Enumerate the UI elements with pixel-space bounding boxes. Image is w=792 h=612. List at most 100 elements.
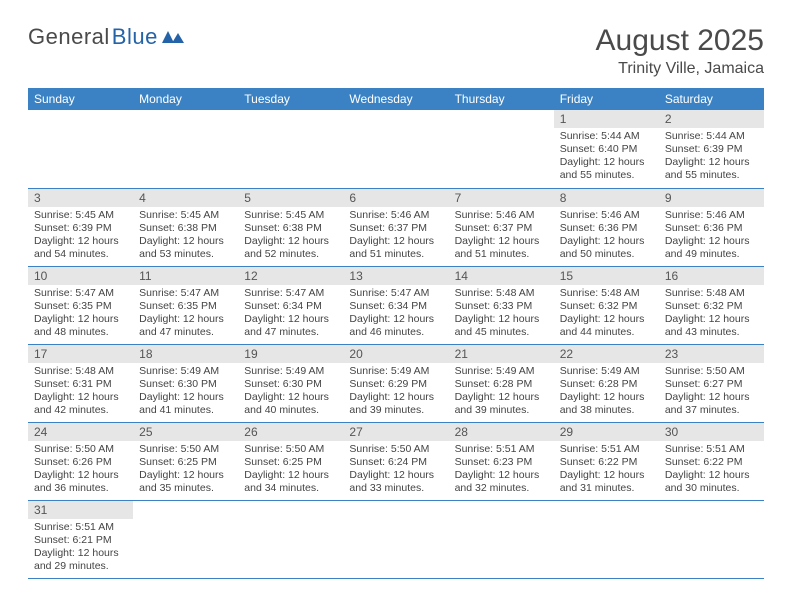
calendar-cell: 10Sunrise: 5:47 AMSunset: 6:35 PMDayligh… xyxy=(28,266,133,344)
sunrise-line: Sunrise: 5:47 AM xyxy=(34,287,127,300)
day-number: 16 xyxy=(659,267,764,285)
daylight-line: Daylight: 12 hours and 55 minutes. xyxy=(560,156,653,182)
daylight-line: Daylight: 12 hours and 45 minutes. xyxy=(455,313,548,339)
day-number: 26 xyxy=(238,423,343,441)
sunset-line: Sunset: 6:24 PM xyxy=(349,456,442,469)
sunset-line: Sunset: 6:33 PM xyxy=(455,300,548,313)
sunrise-line: Sunrise: 5:50 AM xyxy=(34,443,127,456)
calendar-cell xyxy=(343,110,448,188)
sunset-line: Sunset: 6:38 PM xyxy=(139,222,232,235)
day-details: Sunrise: 5:45 AMSunset: 6:38 PMDaylight:… xyxy=(238,207,343,266)
day-details: Sunrise: 5:49 AMSunset: 6:28 PMDaylight:… xyxy=(554,363,659,422)
day-details: Sunrise: 5:51 AMSunset: 6:23 PMDaylight:… xyxy=(449,441,554,500)
calendar-cell: 8Sunrise: 5:46 AMSunset: 6:36 PMDaylight… xyxy=(554,188,659,266)
sunrise-line: Sunrise: 5:48 AM xyxy=(455,287,548,300)
day-details: Sunrise: 5:50 AMSunset: 6:25 PMDaylight:… xyxy=(238,441,343,500)
day-details: Sunrise: 5:45 AMSunset: 6:39 PMDaylight:… xyxy=(28,207,133,266)
sunset-line: Sunset: 6:27 PM xyxy=(665,378,758,391)
sunset-line: Sunset: 6:40 PM xyxy=(560,143,653,156)
day-details: Sunrise: 5:47 AMSunset: 6:34 PMDaylight:… xyxy=(343,285,448,344)
sunrise-line: Sunrise: 5:50 AM xyxy=(244,443,337,456)
day-details: Sunrise: 5:50 AMSunset: 6:25 PMDaylight:… xyxy=(133,441,238,500)
sunset-line: Sunset: 6:32 PM xyxy=(665,300,758,313)
calendar-cell: 24Sunrise: 5:50 AMSunset: 6:26 PMDayligh… xyxy=(28,422,133,500)
sunrise-line: Sunrise: 5:48 AM xyxy=(34,365,127,378)
calendar-cell: 27Sunrise: 5:50 AMSunset: 6:24 PMDayligh… xyxy=(343,422,448,500)
day-number: 8 xyxy=(554,189,659,207)
sunset-line: Sunset: 6:23 PM xyxy=(455,456,548,469)
day-number: 1 xyxy=(554,110,659,128)
day-number: 21 xyxy=(449,345,554,363)
calendar-cell: 23Sunrise: 5:50 AMSunset: 6:27 PMDayligh… xyxy=(659,344,764,422)
day-details: Sunrise: 5:48 AMSunset: 6:33 PMDaylight:… xyxy=(449,285,554,344)
calendar-body: 1Sunrise: 5:44 AMSunset: 6:40 PMDaylight… xyxy=(28,110,764,578)
day-number: 17 xyxy=(28,345,133,363)
sunrise-line: Sunrise: 5:46 AM xyxy=(560,209,653,222)
day-number: 18 xyxy=(133,345,238,363)
calendar-cell xyxy=(133,500,238,578)
day-number: 15 xyxy=(554,267,659,285)
calendar-cell: 11Sunrise: 5:47 AMSunset: 6:35 PMDayligh… xyxy=(133,266,238,344)
header: General Blue August 2025 Trinity Ville, … xyxy=(28,24,764,78)
calendar-row: 31Sunrise: 5:51 AMSunset: 6:21 PMDayligh… xyxy=(28,500,764,578)
day-details: Sunrise: 5:48 AMSunset: 6:31 PMDaylight:… xyxy=(28,363,133,422)
sunrise-line: Sunrise: 5:44 AM xyxy=(665,130,758,143)
daylight-line: Daylight: 12 hours and 39 minutes. xyxy=(455,391,548,417)
col-header: Tuesday xyxy=(238,88,343,110)
flag-icon xyxy=(162,29,186,45)
calendar-cell: 20Sunrise: 5:49 AMSunset: 6:29 PMDayligh… xyxy=(343,344,448,422)
day-details: Sunrise: 5:49 AMSunset: 6:30 PMDaylight:… xyxy=(238,363,343,422)
calendar-cell xyxy=(133,110,238,188)
daylight-line: Daylight: 12 hours and 48 minutes. xyxy=(34,313,127,339)
daylight-line: Daylight: 12 hours and 46 minutes. xyxy=(349,313,442,339)
sunset-line: Sunset: 6:30 PM xyxy=(139,378,232,391)
day-number: 24 xyxy=(28,423,133,441)
sunrise-line: Sunrise: 5:50 AM xyxy=(349,443,442,456)
logo: General Blue xyxy=(28,24,186,50)
sunset-line: Sunset: 6:25 PM xyxy=(139,456,232,469)
day-details: Sunrise: 5:51 AMSunset: 6:22 PMDaylight:… xyxy=(659,441,764,500)
daylight-line: Daylight: 12 hours and 44 minutes. xyxy=(560,313,653,339)
sunset-line: Sunset: 6:34 PM xyxy=(244,300,337,313)
day-number: 3 xyxy=(28,189,133,207)
calendar-cell: 9Sunrise: 5:46 AMSunset: 6:36 PMDaylight… xyxy=(659,188,764,266)
sunrise-line: Sunrise: 5:49 AM xyxy=(244,365,337,378)
sunset-line: Sunset: 6:29 PM xyxy=(349,378,442,391)
day-number: 6 xyxy=(343,189,448,207)
daylight-line: Daylight: 12 hours and 37 minutes. xyxy=(665,391,758,417)
day-details: Sunrise: 5:44 AMSunset: 6:39 PMDaylight:… xyxy=(659,128,764,187)
day-number: 23 xyxy=(659,345,764,363)
sunset-line: Sunset: 6:39 PM xyxy=(665,143,758,156)
col-header: Thursday xyxy=(449,88,554,110)
month-title: August 2025 xyxy=(596,24,764,58)
daylight-line: Daylight: 12 hours and 30 minutes. xyxy=(665,469,758,495)
day-details: Sunrise: 5:49 AMSunset: 6:28 PMDaylight:… xyxy=(449,363,554,422)
daylight-line: Daylight: 12 hours and 43 minutes. xyxy=(665,313,758,339)
calendar-cell xyxy=(449,500,554,578)
calendar-cell: 6Sunrise: 5:46 AMSunset: 6:37 PMDaylight… xyxy=(343,188,448,266)
sunrise-line: Sunrise: 5:49 AM xyxy=(139,365,232,378)
location: Trinity Ville, Jamaica xyxy=(596,60,764,78)
day-details: Sunrise: 5:48 AMSunset: 6:32 PMDaylight:… xyxy=(554,285,659,344)
day-details: Sunrise: 5:50 AMSunset: 6:26 PMDaylight:… xyxy=(28,441,133,500)
daylight-line: Daylight: 12 hours and 55 minutes. xyxy=(665,156,758,182)
day-details: Sunrise: 5:46 AMSunset: 6:36 PMDaylight:… xyxy=(659,207,764,266)
daylight-line: Daylight: 12 hours and 52 minutes. xyxy=(244,235,337,261)
sunset-line: Sunset: 6:21 PM xyxy=(34,534,127,547)
daylight-line: Daylight: 12 hours and 35 minutes. xyxy=(139,469,232,495)
calendar-cell: 29Sunrise: 5:51 AMSunset: 6:22 PMDayligh… xyxy=(554,422,659,500)
sunset-line: Sunset: 6:35 PM xyxy=(34,300,127,313)
day-details: Sunrise: 5:48 AMSunset: 6:32 PMDaylight:… xyxy=(659,285,764,344)
sunrise-line: Sunrise: 5:46 AM xyxy=(665,209,758,222)
daylight-line: Daylight: 12 hours and 29 minutes. xyxy=(34,547,127,573)
calendar-row: 3Sunrise: 5:45 AMSunset: 6:39 PMDaylight… xyxy=(28,188,764,266)
sunset-line: Sunset: 6:37 PM xyxy=(349,222,442,235)
sunset-line: Sunset: 6:36 PM xyxy=(665,222,758,235)
day-number: 14 xyxy=(449,267,554,285)
day-details: Sunrise: 5:50 AMSunset: 6:27 PMDaylight:… xyxy=(659,363,764,422)
day-details: Sunrise: 5:51 AMSunset: 6:22 PMDaylight:… xyxy=(554,441,659,500)
daylight-line: Daylight: 12 hours and 42 minutes. xyxy=(34,391,127,417)
day-number: 2 xyxy=(659,110,764,128)
calendar-cell: 13Sunrise: 5:47 AMSunset: 6:34 PMDayligh… xyxy=(343,266,448,344)
calendar-cell: 3Sunrise: 5:45 AMSunset: 6:39 PMDaylight… xyxy=(28,188,133,266)
